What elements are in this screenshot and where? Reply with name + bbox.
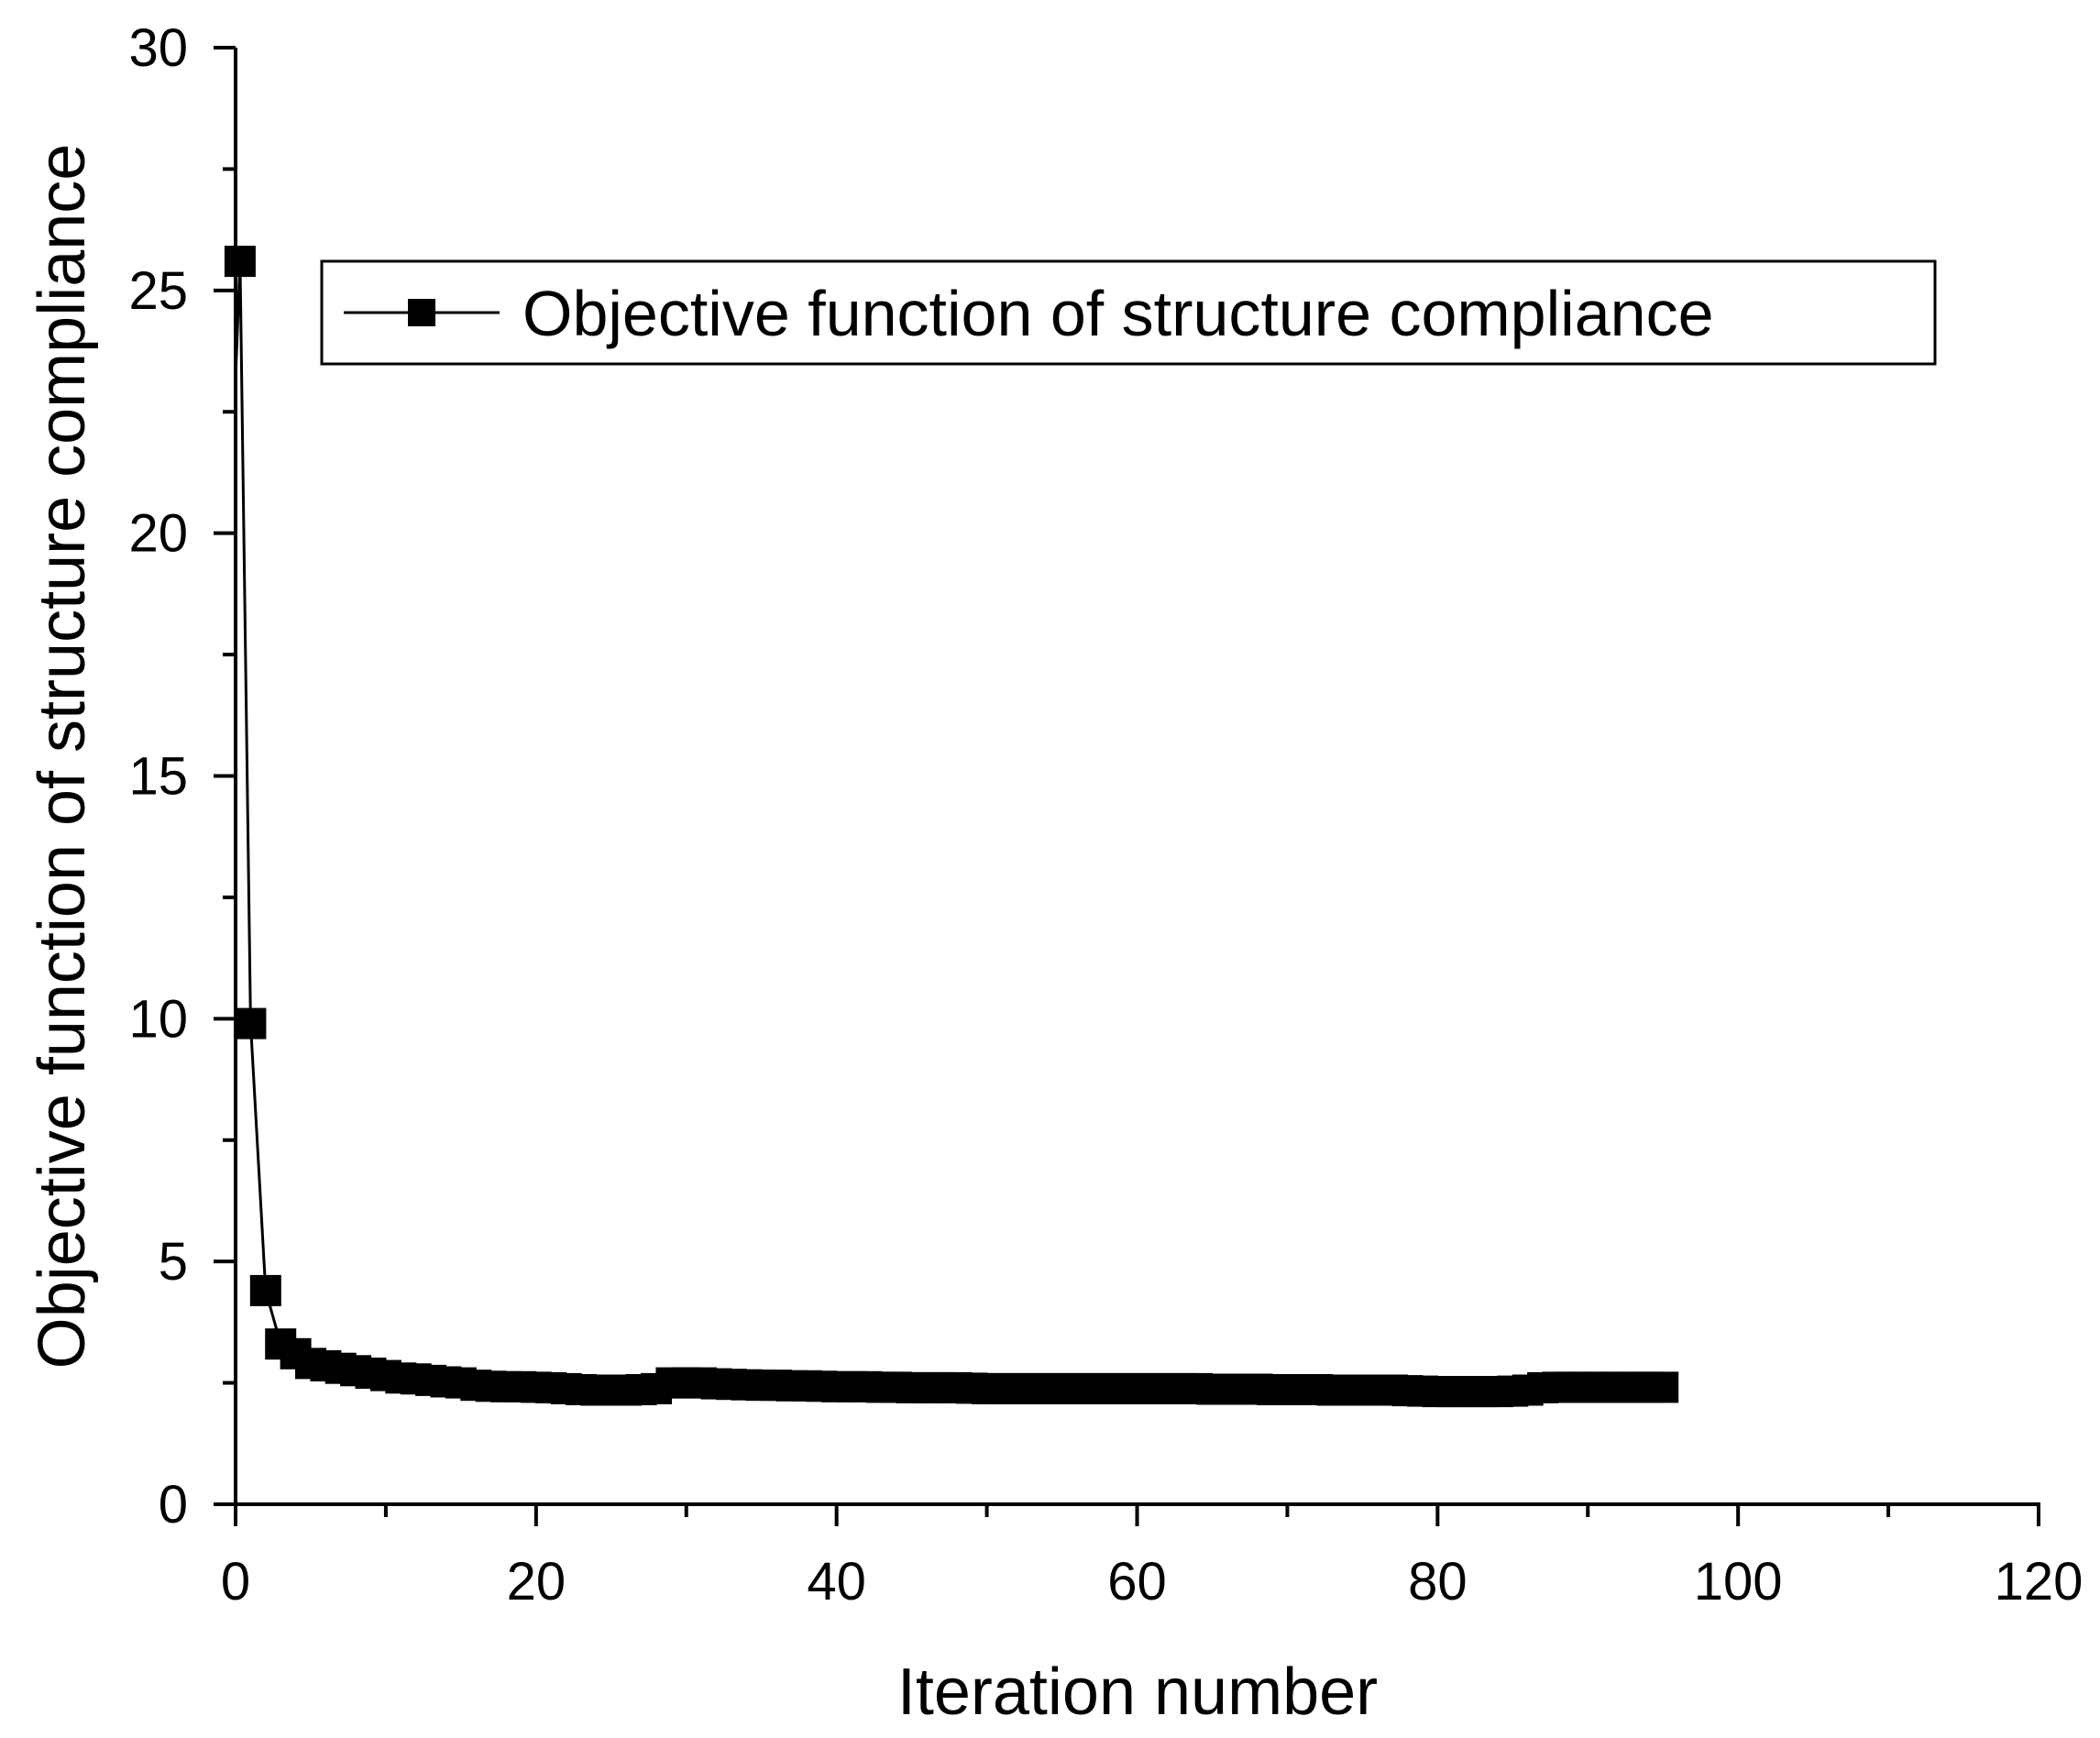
data-point [224, 246, 256, 278]
y-tick-label: 25 [128, 261, 188, 321]
x-tick-label: 40 [807, 1552, 866, 1612]
legend-box [320, 259, 1937, 366]
data-point [235, 1007, 267, 1040]
plot-area [224, 246, 1679, 1408]
y-tick-label: 5 [159, 1232, 188, 1292]
y-tick-label: 10 [128, 989, 188, 1049]
y-ticks [214, 46, 236, 1506]
y-tick-label: 30 [128, 18, 188, 78]
x-axis-title: Iteration number [897, 1656, 1378, 1729]
legend-marker [408, 299, 435, 326]
x-tick-label: 60 [1107, 1552, 1167, 1612]
axes: 0 20 40 60 80 100 120 0 5 10 15 20 25 30 [128, 18, 2083, 1612]
x-tick-label: 80 [1408, 1552, 1468, 1612]
series-markers [224, 246, 1679, 1408]
legend-label: Objective function of structure complian… [522, 278, 1714, 349]
data-point [1647, 1371, 1679, 1403]
x-tick-label: 20 [507, 1552, 566, 1612]
series-line [234, 261, 1664, 1393]
y-axis-title: Objective function of structure complian… [26, 144, 99, 1370]
x-tick-label: 120 [1995, 1552, 2084, 1612]
y-tick-labels: 0 5 10 15 20 25 30 [128, 18, 188, 1534]
y-tick-label: 20 [128, 504, 188, 564]
y-tick-label: 0 [159, 1475, 188, 1534]
data-point [249, 1274, 281, 1306]
x-tick-label: 0 [221, 1552, 250, 1612]
x-tick-label: 100 [1694, 1552, 1783, 1612]
legend: Objective function of structure complian… [320, 259, 1937, 366]
x-ticks [234, 1504, 2040, 1526]
x-tick-labels: 0 20 40 60 80 100 120 [221, 1552, 2084, 1612]
y-tick-label: 15 [128, 747, 188, 807]
